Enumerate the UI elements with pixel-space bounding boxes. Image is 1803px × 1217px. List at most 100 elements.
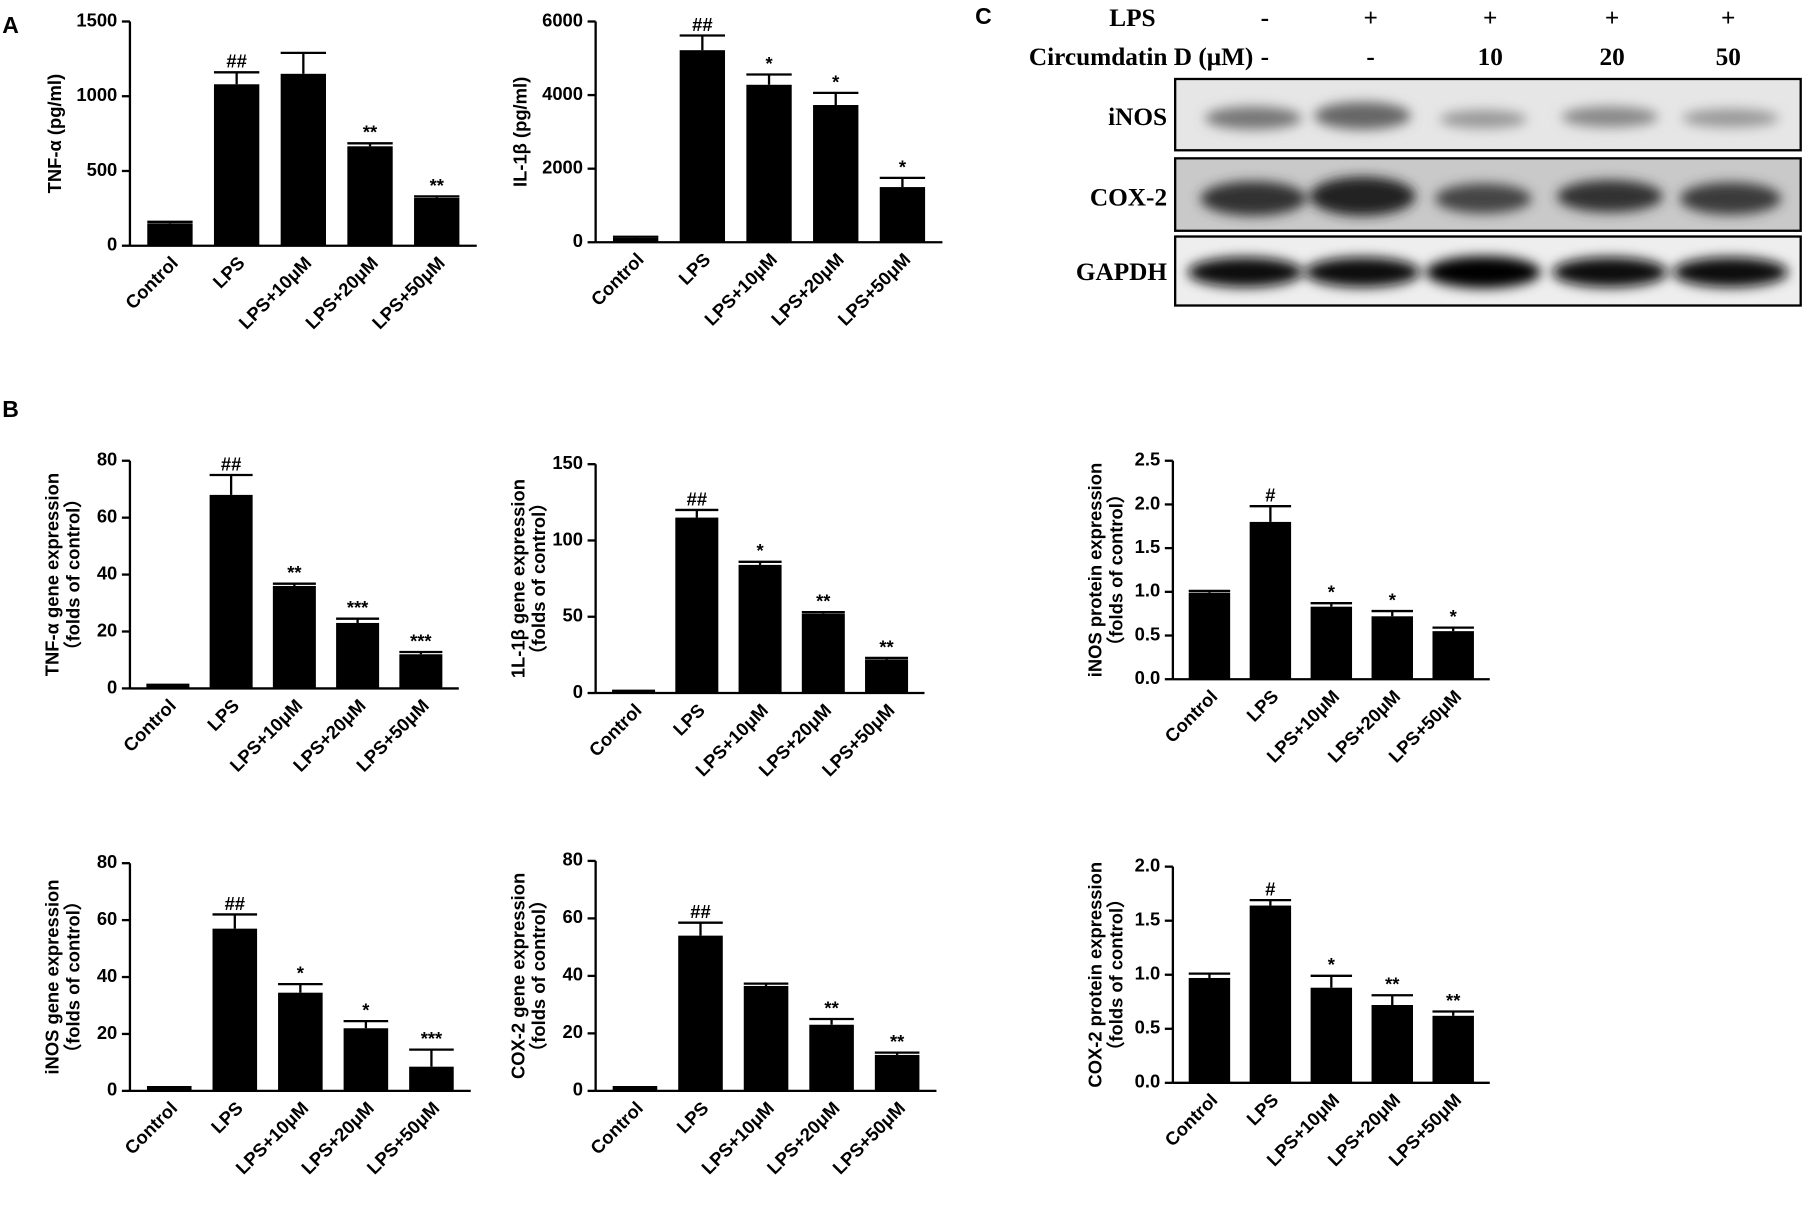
y-tick-label: 40 — [97, 965, 117, 986]
y-tick-label: 40 — [563, 964, 583, 985]
y-tick-label: 0.5 — [1135, 623, 1161, 644]
x-tick-label: Control — [1160, 686, 1221, 747]
bar — [1249, 905, 1292, 1083]
y-axis-label: （folds of control） — [1105, 485, 1126, 655]
y-tick-label: 20 — [97, 1022, 117, 1043]
bar — [1310, 987, 1353, 1083]
treatment-value: - — [1366, 43, 1374, 71]
x-tick-label: Control — [587, 249, 648, 310]
y-tick-label: 0.0 — [1135, 667, 1161, 688]
x-tick-label: Control — [1160, 1089, 1221, 1150]
bar — [1371, 1004, 1413, 1083]
x-tick-label: LPS — [1242, 686, 1282, 726]
y-tick-label: 0 — [573, 230, 583, 251]
x-tick-label: Control — [585, 699, 646, 760]
y-tick-label: 2000 — [542, 157, 583, 178]
y-tick-label: 60 — [97, 908, 117, 929]
bar — [414, 197, 460, 246]
y-axis-label: COX-2 protein expression — [1085, 862, 1106, 1088]
significance: * — [899, 156, 907, 177]
x-tick-label: Control — [120, 1097, 181, 1158]
chart: 0 2000 4000 6000 IL-1β (pg/ml) Control ## LPS * L… — [510, 9, 943, 330]
significance: ** — [363, 122, 378, 143]
y-tick-label: 0 — [573, 1079, 583, 1100]
bar — [679, 50, 726, 243]
y-axis-label: （folds of control） — [1105, 889, 1126, 1059]
bar — [738, 564, 782, 694]
treatment-value: 50 — [1716, 43, 1741, 71]
x-tick-label: LPS — [674, 249, 714, 289]
y-tick-label: 1.0 — [1135, 963, 1161, 984]
significance: ** — [430, 175, 445, 196]
y-tick-label: 2.5 — [1135, 449, 1161, 470]
x-tick-label: Control — [586, 1097, 647, 1158]
y-tick-label: 100 — [552, 528, 583, 549]
x-tick-label: LPS — [209, 252, 249, 292]
bar — [212, 928, 258, 1091]
bar — [272, 585, 316, 689]
bar — [146, 685, 190, 689]
y-tick-label: 80 — [97, 851, 117, 872]
x-tick-label: Control — [121, 252, 182, 313]
treatment-label: Circumdatin D (μM) — [1029, 43, 1254, 71]
significance: * — [1328, 954, 1336, 975]
bar — [1188, 592, 1231, 680]
y-tick-label: 500 — [87, 159, 118, 180]
significance: *** — [410, 630, 432, 651]
bar — [278, 992, 323, 1091]
bar — [675, 517, 719, 694]
chart: 0 20 40 60 80 TNF-α gene expression （folds of … — [42, 449, 459, 776]
y-tick-label: 80 — [97, 449, 117, 470]
significance: # — [1265, 879, 1275, 900]
bar — [209, 494, 253, 689]
bar — [1188, 977, 1231, 1083]
chart: 0 500 1000 1500 TNF-α (pg/ml) Control ## LPS LPS… — [44, 9, 477, 333]
treatment-value: 10 — [1478, 43, 1503, 71]
bar — [409, 1066, 454, 1091]
bar — [743, 985, 789, 1091]
y-axis-label: COX-2 gene expression — [507, 873, 528, 1079]
y-tick-label: 1.5 — [1135, 536, 1161, 557]
y-axis-label: iNOS protein expression — [1085, 463, 1106, 677]
lps-sign: + — [1605, 4, 1619, 32]
row-label: COX-2 — [1090, 183, 1167, 211]
bar — [336, 622, 380, 689]
lps-sign: - — [1261, 4, 1269, 32]
chart: 0 20 40 60 80 COX-2 gene expression （folds of … — [507, 849, 937, 1178]
bar — [612, 237, 659, 243]
y-tick-label: 0 — [107, 234, 117, 255]
significance: * — [765, 53, 773, 74]
y-tick-label: 60 — [563, 906, 583, 927]
significance: ## — [692, 14, 712, 35]
bar — [280, 73, 327, 246]
significance: * — [1328, 582, 1336, 603]
y-tick-label: 20 — [563, 1021, 583, 1042]
y-tick-label: 4000 — [542, 83, 583, 104]
y-axis-label: （folds of control） — [528, 493, 549, 663]
bar — [1310, 606, 1353, 680]
significance: # — [1265, 485, 1275, 506]
y-tick-label: 1500 — [76, 9, 117, 30]
y-axis-label: iNOS gene expression — [42, 880, 63, 1075]
significance: ** — [824, 997, 839, 1018]
significance: ## — [690, 901, 710, 922]
y-tick-label: 1.0 — [1135, 580, 1161, 601]
bar — [612, 1087, 658, 1091]
x-tick-label: LPS — [1242, 1089, 1282, 1129]
lps-sign: + — [1721, 4, 1735, 32]
bar — [801, 613, 845, 694]
y-tick-label: 20 — [97, 619, 117, 640]
bar — [147, 223, 193, 246]
y-tick-label: 0.0 — [1135, 1071, 1161, 1092]
significance: ## — [226, 51, 246, 72]
x-tick-label: LPS — [672, 1097, 712, 1137]
bar — [146, 1088, 192, 1091]
row-label: GAPDH — [1076, 258, 1168, 286]
significance: ** — [1446, 990, 1461, 1011]
significance: ## — [225, 893, 245, 914]
x-tick-label: LPS — [669, 699, 709, 739]
y-axis-label: （folds of control） — [62, 892, 83, 1062]
bar — [746, 84, 792, 243]
row-label: iNOS — [1108, 103, 1167, 131]
bar — [879, 187, 926, 243]
